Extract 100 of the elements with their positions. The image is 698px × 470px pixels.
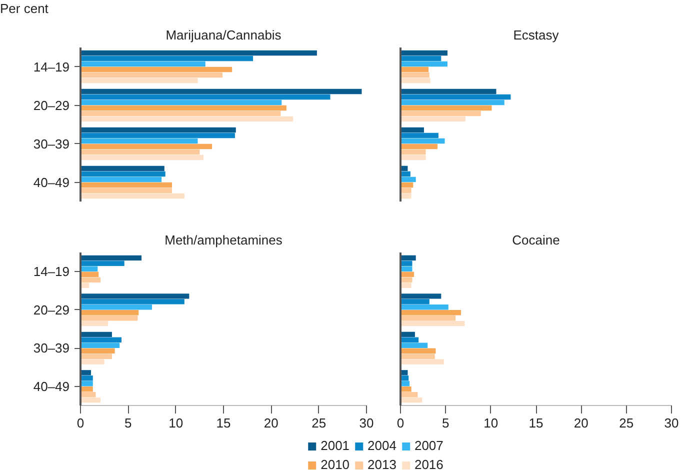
- x-tick-label: 10: [168, 416, 184, 430]
- bar: [80, 342, 120, 348]
- x-tick-label: 10: [484, 416, 498, 430]
- bar: [80, 320, 108, 326]
- bar: [400, 282, 412, 288]
- x-tick-label: 20: [264, 416, 278, 430]
- bar: [80, 310, 139, 316]
- bar: [80, 193, 184, 199]
- bar: [400, 138, 445, 144]
- y-tick-label: 40–49: [33, 378, 70, 394]
- bar: [80, 337, 122, 343]
- bar: [80, 154, 204, 160]
- x-tick-label: 0: [396, 416, 404, 430]
- bar: [400, 72, 430, 78]
- chart-title: Cocaine: [512, 232, 560, 248]
- bar: [400, 320, 465, 326]
- y-tick-label: 30–39: [33, 136, 70, 152]
- bar: [400, 332, 415, 338]
- bar: [400, 144, 438, 150]
- text: Per cent: [0, 0, 48, 18]
- x-tick-label: 15: [528, 416, 544, 430]
- bar: [80, 110, 281, 116]
- bar: [400, 66, 429, 72]
- bar: [400, 61, 448, 67]
- x-tick-label: 30: [359, 416, 374, 430]
- bar: [400, 299, 430, 304]
- bar: [80, 359, 104, 364]
- bar: [400, 105, 492, 111]
- bar: [80, 94, 330, 100]
- bar: [400, 56, 442, 62]
- bar: [80, 182, 172, 188]
- bar: [400, 154, 426, 160]
- bar: [80, 78, 198, 84]
- x-tick-label: 25: [312, 416, 326, 430]
- bar: [400, 310, 462, 316]
- bar: [80, 72, 223, 78]
- bar: [80, 315, 138, 321]
- bar: [400, 304, 448, 310]
- bar: [80, 171, 166, 177]
- bar: [80, 132, 235, 138]
- legend-label: 2010: [320, 457, 350, 470]
- bar: [80, 56, 254, 62]
- bar: [80, 127, 236, 133]
- legend-label: 2016: [414, 457, 444, 470]
- x-tick-label: 15: [216, 416, 231, 430]
- x-tick-label: 5: [124, 416, 132, 430]
- bar: [400, 376, 409, 381]
- bar: [400, 116, 466, 122]
- bar: [80, 272, 99, 277]
- chart-title: Meth/amphetamines: [164, 232, 283, 248]
- chart-title: Marijuana/Cannabis: [166, 28, 282, 42]
- bar: [80, 397, 101, 403]
- x-tick-label: 25: [619, 416, 634, 430]
- bar: [400, 315, 456, 321]
- bar: [80, 149, 200, 155]
- bar: [80, 116, 294, 122]
- bar: [80, 370, 91, 376]
- x-tick-label: 30: [664, 416, 679, 430]
- y-tick-label: 30–39: [33, 340, 70, 356]
- bar: [80, 144, 212, 150]
- bar: [400, 149, 426, 155]
- y-tick-label: 14–19: [33, 59, 70, 74]
- x-tick-label: 5: [442, 416, 450, 430]
- bar: [400, 342, 428, 348]
- x-tick-label: 0: [76, 416, 84, 430]
- bar: [80, 304, 152, 310]
- bar: [80, 166, 164, 172]
- bar: [80, 376, 93, 381]
- bar: [80, 392, 96, 398]
- bar: [400, 50, 448, 56]
- bar: [80, 282, 90, 288]
- bar: [80, 294, 190, 299]
- bar: [400, 337, 419, 343]
- bar: [80, 61, 206, 67]
- bar: [400, 132, 438, 138]
- bar: [80, 255, 142, 261]
- bar: [400, 354, 435, 359]
- bar: [400, 94, 511, 100]
- x-tick-label: 20: [574, 416, 588, 430]
- bar: [400, 277, 412, 282]
- bar: [400, 88, 496, 94]
- bar: [80, 260, 124, 266]
- legend-label: 2001: [320, 438, 350, 453]
- bar: [80, 100, 282, 106]
- bar: [80, 277, 101, 282]
- y-tick-label: 40–49: [33, 174, 70, 190]
- bar: [80, 50, 317, 56]
- y-tick-label: 14–19: [33, 264, 70, 280]
- bar: [400, 397, 422, 403]
- bar: [80, 66, 232, 72]
- bar: [400, 359, 444, 364]
- bar: [400, 294, 442, 299]
- legend-label: 2013: [368, 457, 396, 470]
- bar: [400, 100, 504, 106]
- bar: [400, 78, 430, 84]
- chart-title: Ecstasy: [513, 28, 560, 42]
- bar: [400, 176, 416, 182]
- bar: [80, 88, 362, 94]
- bar: [80, 299, 184, 304]
- y-tick-label: 20–29: [33, 98, 70, 113]
